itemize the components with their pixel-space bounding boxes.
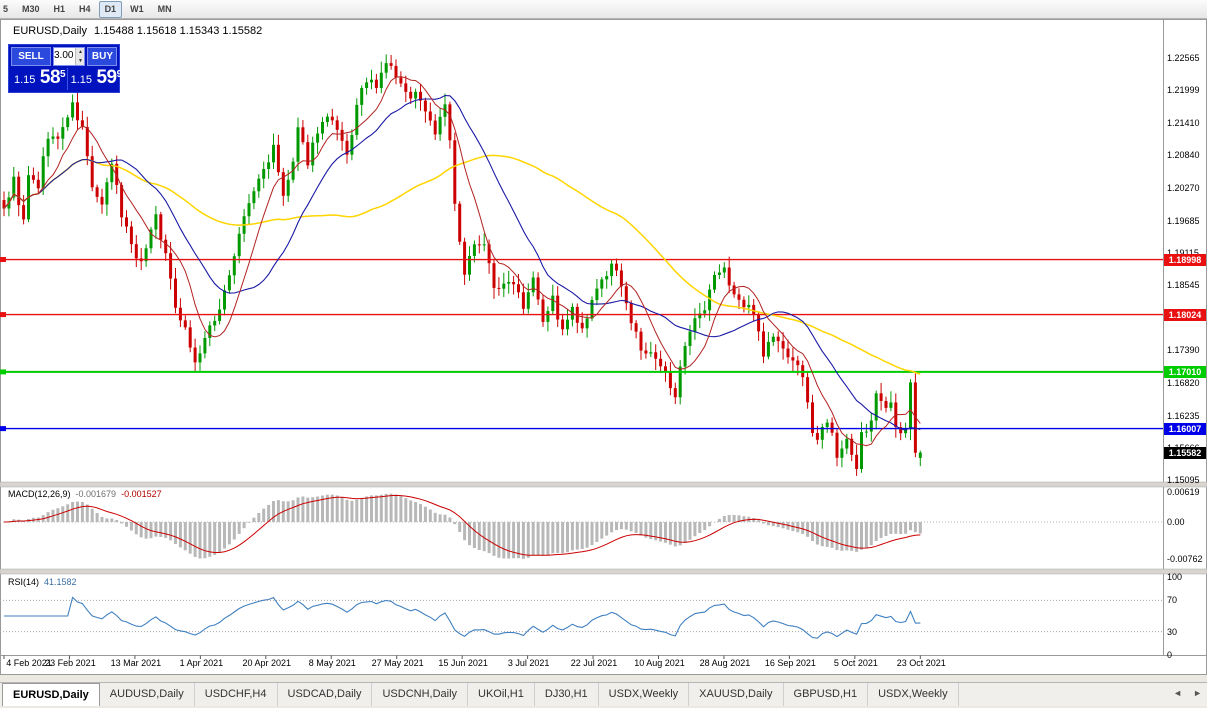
- macd-name: MACD(12,26,9): [8, 489, 71, 499]
- sell-price-display[interactable]: 1.15 585: [11, 68, 68, 90]
- chart-tab-xauusd-daily[interactable]: XAUUSD,Daily: [689, 683, 784, 706]
- date-axis-label: 5 Oct 2021: [833, 658, 878, 668]
- buy-price-point: 9: [116, 69, 123, 80]
- chart-tab-usdcad-daily[interactable]: USDCAD,Daily: [278, 683, 373, 706]
- volume-spinner: ▲ ▼: [75, 48, 85, 65]
- price-axis-label: 1.21999: [1167, 84, 1200, 95]
- date-axis-label: 28 Aug 2021: [699, 658, 751, 668]
- date-axis-label: 20 Apr 2021: [242, 658, 292, 668]
- rsi-axis-label: 70: [1167, 595, 1178, 606]
- sell-price-pips: 58: [39, 67, 61, 88]
- chart-tab-audusd-daily[interactable]: AUDUSD,Daily: [100, 683, 195, 706]
- date-axis-label: 23 Oct 2021: [896, 658, 946, 668]
- price-axis-label: 1.16820: [1167, 377, 1200, 388]
- chart-tabs-bar: EURUSD,Daily AUDUSD,Daily USDCHF,H4 USDCAD,…: [0, 682, 1207, 706]
- macd-signal-value: -0.001527: [121, 489, 162, 499]
- date-axis-label: 27 May 2021: [371, 658, 424, 668]
- rsi-value: 41.1582: [44, 577, 77, 587]
- timeframe-button-d1[interactable]: D1: [98, 0, 123, 18]
- rsi-axis-label: 0: [1167, 650, 1173, 660]
- price-axis-label: 1.22565: [1167, 52, 1200, 63]
- date-axis-label: 3 Jul 2021: [507, 658, 550, 668]
- date-axis-label: 23 Feb 2021: [45, 658, 96, 668]
- timeframe-toolbar: 5 M30 H1 H4 D1 W1 MN: [0, 0, 1207, 19]
- timeframe-button-w1[interactable]: W1: [130, 3, 144, 14]
- one-click-trading-widget: SELL 3.00 ▲ ▼ BUY 1.15 585 1.15 599: [8, 44, 122, 93]
- volume-increase-button[interactable]: ▲: [75, 48, 85, 57]
- rsi-indicator-label: RSI(14) 41.1582: [8, 577, 77, 587]
- buy-price-pips: 59: [96, 67, 117, 88]
- price-line-label: 1.18998: [1164, 253, 1206, 266]
- buy-button[interactable]: BUY: [87, 47, 118, 66]
- chart-tab-dj30-h1[interactable]: DJ30,H1: [535, 683, 599, 706]
- chart-tab-gbpusd-h1[interactable]: GBPUSD,H1: [784, 683, 869, 706]
- price-line-label: 1.16007: [1164, 422, 1206, 435]
- price-axis-label: 1.20840: [1167, 150, 1200, 161]
- macd-indicator-label: MACD(12,26,9) -0.001679 -0.001527: [8, 489, 162, 499]
- date-axis-label: 1 Apr 2021: [179, 658, 224, 668]
- buy-price-display[interactable]: 1.15 599: [68, 68, 124, 90]
- rsi-axis-label: 100: [1167, 572, 1183, 582]
- price-axis-label: 1.19685: [1167, 215, 1200, 226]
- date-axis-label: 16 Sep 2021: [764, 658, 816, 668]
- macd-axis-label: 0.00: [1167, 517, 1185, 528]
- chart-tab-ukoil-h1[interactable]: UKOil,H1: [468, 683, 535, 706]
- price-axis-label: 1.15095: [1167, 475, 1200, 486]
- date-axis-label: 22 Jul 2021: [570, 658, 618, 668]
- price-axis-label: 1.21410: [1167, 118, 1200, 129]
- panel-splitter-rsi[interactable]: [0, 569, 1207, 574]
- chart-tab-usdx-weekly[interactable]: USDX,Weekly: [599, 683, 690, 706]
- date-axis-label: 10 Aug 2021: [634, 658, 685, 668]
- chart-tab-usdchf-h4[interactable]: USDCHF,H4: [195, 683, 278, 706]
- timeframe-button-h1[interactable]: H1: [53, 3, 66, 14]
- timeframe-button-m30[interactable]: M30: [22, 3, 40, 14]
- chart-tab-eurusd-daily[interactable]: EURUSD,Daily: [2, 683, 100, 706]
- price-line-label: 1.18024: [1164, 308, 1206, 321]
- date-axis-label: 13 Mar 2021: [110, 658, 162, 668]
- chart-symbol: EURUSD,Daily: [13, 25, 87, 37]
- chart-ohlc-values: 1.15488 1.15618 1.15343 1.15582: [93, 25, 263, 37]
- sell-price-prefix: 1.15: [14, 74, 36, 86]
- volume-input[interactable]: 3.00 ▲ ▼: [53, 47, 86, 66]
- date-axis-label: 15 Jun 2021: [438, 658, 488, 668]
- timeframe-button-mn[interactable]: MN: [157, 3, 172, 14]
- volume-decrease-button[interactable]: ▼: [75, 56, 85, 65]
- rsi-axis-label: 30: [1167, 626, 1178, 637]
- date-axis-label: 4 Feb 2021: [6, 658, 52, 668]
- sell-button[interactable]: SELL: [11, 47, 51, 66]
- macd-main-value: -0.001679: [75, 489, 117, 499]
- price-axis-label: 1.16235: [1167, 410, 1200, 421]
- macd-axis-label: -0.00762: [1167, 554, 1203, 564]
- price-axis-label: 1.20270: [1167, 182, 1200, 193]
- chart-title: EURUSD,Daily 1.15488 1.15618 1.15343 1.15…: [13, 25, 262, 37]
- tabs-scroll-left-button[interactable]: ◄: [1173, 688, 1183, 698]
- price-axis-label: 1.17390: [1167, 345, 1200, 356]
- buy-price-prefix: 1.15: [70, 74, 92, 86]
- tabs-scroll-right-button[interactable]: ►: [1193, 688, 1202, 698]
- current-price-label: 1.15582: [1164, 446, 1206, 459]
- timeframe-button-h4[interactable]: H4: [79, 3, 91, 14]
- tab-scroll-arrows: ◄ ►: [1171, 687, 1204, 699]
- price-line-label: 1.17010: [1164, 365, 1206, 378]
- rsi-name: RSI(14): [8, 577, 40, 587]
- timeframe-button-5[interactable]: 5: [3, 3, 9, 14]
- chart-tab-usdcnh-daily[interactable]: USDCNH,Daily: [372, 683, 469, 706]
- price-axis-label: 1.19115: [1167, 248, 1199, 258]
- date-axis-label: 8 May 2021: [308, 658, 356, 668]
- sell-price-point: 5: [60, 69, 66, 80]
- chart-tab-usdx-weekly[interactable]: USDX,Weekly: [868, 683, 959, 706]
- panel-splitter-macd[interactable]: [0, 482, 1207, 487]
- macd-axis-label: 0.00619: [1167, 487, 1200, 497]
- volume-value[interactable]: 3.00: [54, 50, 74, 61]
- price-axis-label: 1.18545: [1167, 280, 1200, 291]
